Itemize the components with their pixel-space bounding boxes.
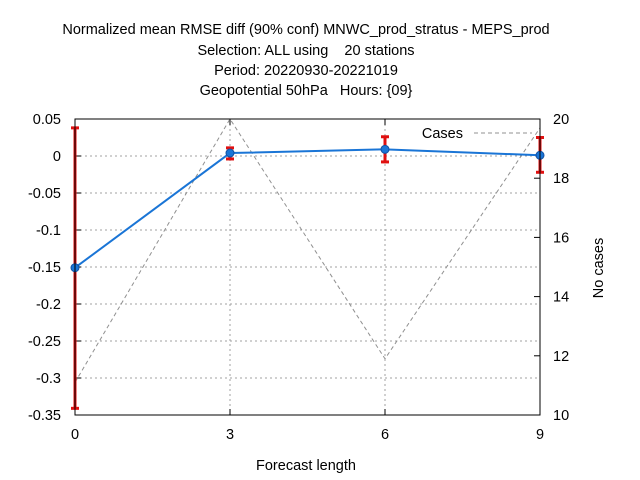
y-tick-label: -0.35 <box>28 408 61 424</box>
y2-tick-label: 12 <box>553 349 569 365</box>
x-tick-label: 0 <box>71 427 79 443</box>
grid <box>75 119 540 415</box>
rmse-diff-data-point <box>380 144 390 154</box>
y-tick-label: -0.25 <box>28 334 61 350</box>
x-tick-label: 9 <box>536 427 544 443</box>
legend: Cases <box>422 126 532 142</box>
legend-label-cases: Cases <box>422 126 463 142</box>
title-line-4: Geopotential 50hPa Hours: {09} <box>200 83 413 99</box>
y-tick-label: -0.1 <box>36 223 61 239</box>
title-line-2: Selection: ALL using 20 stations <box>197 43 414 59</box>
y2-tick-label: 10 <box>553 408 569 424</box>
y2-tick-label: 20 <box>553 112 569 128</box>
y-tick-label: -0.05 <box>28 186 61 202</box>
y-tick-label: 0 <box>53 149 61 165</box>
title-line-3: Period: 20220930-20221019 <box>214 63 398 79</box>
x-tick-label: 6 <box>381 427 389 443</box>
plot-frame <box>74 118 541 416</box>
cases-series-line <box>74 118 541 383</box>
y-tick-label: -0.2 <box>36 297 61 313</box>
x-axis-label: Forecast length <box>256 458 356 474</box>
y2-axis-label: No cases <box>591 238 607 298</box>
rmse-diff-data-point <box>225 148 235 158</box>
y-tick-label: -0.15 <box>28 260 61 276</box>
y2-tick-label: 14 <box>553 290 569 306</box>
axis-ticks: 0 3 6 9 0.05 0 -0.05 -0.1 -0.15 -0.2 -0.25 -0.3 -0.3… <box>28 112 569 443</box>
title-line-1: Normalized mean RMSE diff (90% conf) MNW… <box>62 22 549 38</box>
x-tick-label: 3 <box>226 427 234 443</box>
chart-title: Normalized mean RMSE diff (90% conf) MNW… <box>62 22 549 99</box>
y-tick-label: 0.05 <box>33 112 61 128</box>
rmse-diff-series-line <box>74 148 541 269</box>
y2-tick-label: 18 <box>553 171 569 187</box>
y2-tick-label: 16 <box>553 230 569 246</box>
y-tick-label: -0.3 <box>36 371 61 387</box>
